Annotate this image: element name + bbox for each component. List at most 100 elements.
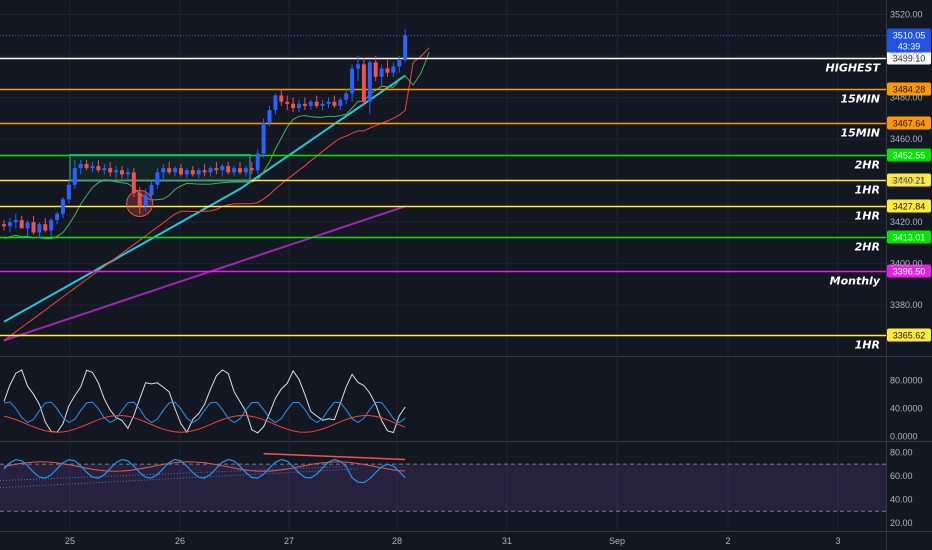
candle-body: [297, 103, 301, 108]
candle-body: [332, 101, 337, 106]
time-tick-label: 26: [175, 536, 185, 546]
time-tick-label: 3: [835, 536, 840, 546]
candle-body: [385, 68, 390, 73]
candle-body: [19, 220, 24, 229]
last-price-value: 3510.05: [893, 31, 926, 41]
level-price-tag: [887, 264, 931, 278]
candle-body: [84, 164, 89, 169]
price-tick-label: 3400.00: [890, 259, 923, 269]
last-price-countdown: 43:39: [898, 42, 921, 52]
level-name: 2HR: [855, 241, 880, 254]
ma-mid: [3, 74, 406, 323]
candle-body: [25, 222, 30, 229]
candle-body: [367, 62, 372, 102]
candle-body: [267, 110, 272, 123]
candle-body: [155, 172, 160, 185]
level-price-tag: [887, 116, 931, 130]
candle-body: [361, 64, 366, 102]
level-price-tag: [887, 173, 931, 187]
candle-body: [13, 220, 18, 223]
level-price-label: 3440.21: [893, 176, 926, 186]
candles: [2, 29, 408, 239]
osc2-tick-label: 60.00: [890, 471, 913, 481]
candle-body: [243, 168, 248, 173]
candle-body: [161, 168, 166, 173]
candle-body: [120, 170, 124, 175]
moving-averages: [3, 47, 430, 342]
level-name: 15MIN: [840, 127, 880, 140]
level-price-label: 3467.64: [893, 119, 926, 129]
level-price-label: 3365.62: [893, 331, 926, 341]
candle-body: [261, 122, 266, 154]
level-price-label: 3499.10: [893, 54, 926, 64]
candle-body: [78, 164, 83, 169]
candle-body: [214, 168, 219, 171]
osc1-tick-label: 80.0000: [890, 375, 923, 385]
candle-body: [356, 64, 360, 69]
level-name: 1HR: [855, 184, 880, 197]
candle-body: [179, 168, 183, 175]
candle-body: [249, 168, 254, 171]
candle-body: [273, 95, 278, 111]
candle-body: [173, 168, 178, 173]
price-tick-label: 3520.00: [890, 10, 923, 20]
candle-body: [320, 103, 325, 106]
level-price-tag: [887, 199, 931, 213]
candle-body: [167, 168, 172, 173]
candle-body: [391, 66, 396, 73]
oscillator-pane-1: [3, 369, 406, 434]
candle-body: [190, 170, 195, 175]
candle-body: [49, 220, 54, 231]
candle-body: [314, 101, 319, 106]
ma-slow: [3, 205, 406, 342]
candle-body: [184, 170, 189, 175]
level-price-label: 3484.28: [893, 85, 926, 95]
candle-body: [285, 101, 290, 104]
candle-body: [326, 101, 331, 104]
osc1-line-blue: [3, 401, 406, 424]
level-price-label: 3413.01: [893, 233, 926, 243]
time-tick-label: 31: [502, 536, 512, 546]
price-tick-label: 3420.00: [890, 217, 923, 227]
osc1-line-red: [3, 414, 406, 433]
level-price-label: 3452.55: [893, 151, 926, 161]
candle-body: [338, 99, 343, 106]
candle-body: [72, 168, 77, 185]
price-tick-label: 3460.00: [890, 134, 923, 144]
candle-body: [143, 195, 148, 206]
candle-body: [397, 60, 402, 67]
osc1-line-white: [3, 369, 406, 434]
candle-body: [31, 222, 36, 233]
level-name: Monthly: [830, 275, 881, 288]
candle-body: [96, 166, 101, 171]
level-price-tag: [887, 82, 931, 96]
level-price-tag: [887, 148, 931, 162]
osc2-band: [0, 464, 886, 512]
candle-body: [403, 35, 408, 61]
price-tick-label: 3500.00: [890, 51, 923, 61]
level-price-label: 3396.50: [893, 267, 926, 277]
horizontal-levels[interactable]: HIGHEST 3499.10 15MIN 3484.28 15MIN 3467.64 2H…: [0, 28, 931, 352]
band-lower: [3, 47, 430, 341]
candle-body: [90, 166, 95, 169]
last-price-tag: [887, 28, 931, 53]
osc2-line: [3, 458, 406, 484]
candle-body: [102, 168, 107, 171]
time-tick-label: 28: [392, 536, 402, 546]
level-price-tag: [887, 328, 931, 342]
level-name: 1HR: [855, 339, 880, 352]
candle-body: [379, 68, 384, 77]
price-tick-label: 3380.00: [890, 300, 923, 310]
candle-body: [66, 184, 71, 200]
candle-body: [202, 170, 207, 173]
osc2-signal: [3, 461, 406, 472]
level-price-label: 3427.84: [893, 202, 926, 212]
candle-body: [344, 93, 349, 100]
osc2-diag: [0, 466, 347, 482]
candle-body: [131, 172, 136, 194]
candle-body: [308, 101, 313, 106]
candle-body: [232, 168, 237, 173]
candle-body: [43, 224, 48, 231]
band-upper: [3, 51, 430, 240]
